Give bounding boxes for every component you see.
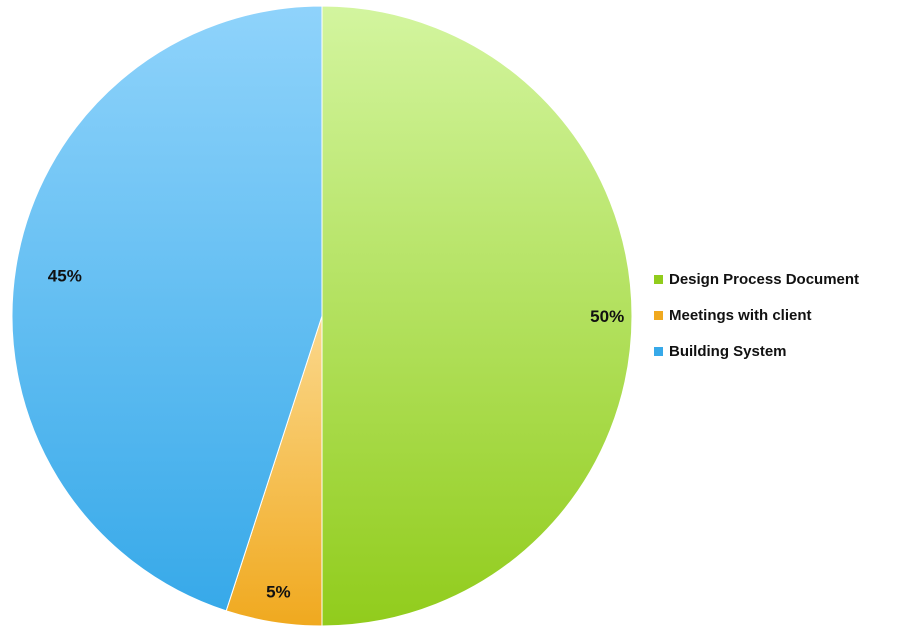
legend-label: Building System: [669, 342, 787, 360]
legend: Design Process Document Meetings with cl…: [654, 270, 859, 378]
legend-swatch: [654, 346, 663, 356]
legend-swatch: [654, 310, 663, 320]
legend-item-design-process-document: Design Process Document: [654, 270, 859, 288]
pie-slice-design-process-document: [321, 5, 633, 627]
data-label-design-process-document: 50%: [590, 307, 624, 326]
data-label-building-system: 45%: [48, 266, 82, 285]
pie-data-labels: 50% 5% 45%: [48, 266, 624, 601]
legend-item-building-system: Building System: [654, 342, 859, 360]
legend-item-meetings-with-client: Meetings with client: [654, 306, 859, 324]
pie-slices: [11, 5, 633, 627]
data-label-meetings-with-client: 5%: [266, 583, 291, 602]
legend-label: Design Process Document: [669, 270, 860, 288]
legend-swatch: [654, 274, 663, 284]
pie-slice-building-system: [11, 5, 323, 612]
legend-label: Meetings with client: [669, 306, 812, 324]
